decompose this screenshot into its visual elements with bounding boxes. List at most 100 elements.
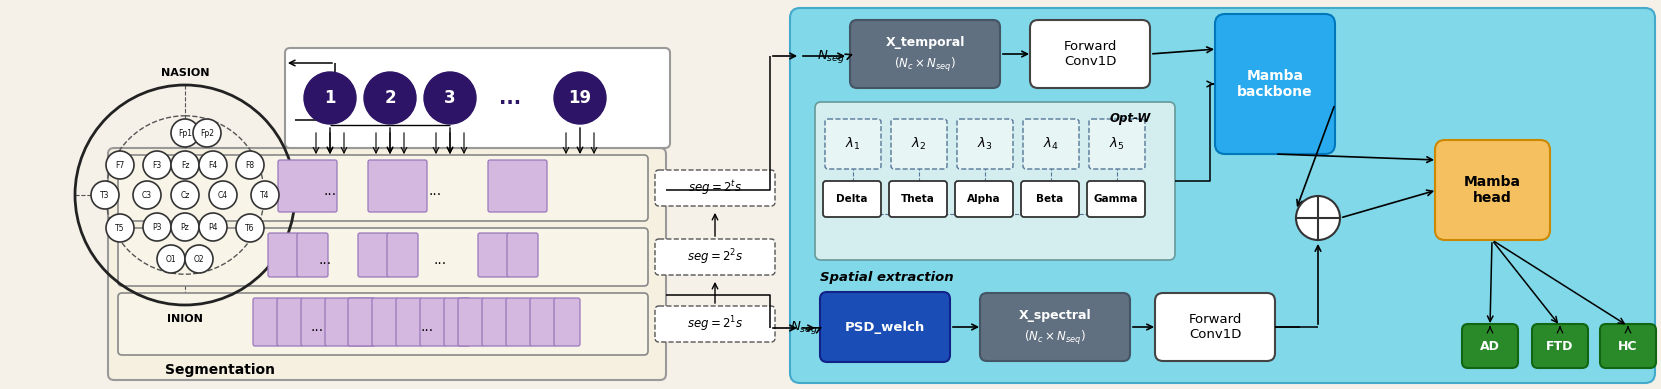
FancyBboxPatch shape [507, 233, 538, 277]
Circle shape [199, 151, 228, 179]
Circle shape [199, 213, 228, 241]
Text: T4: T4 [261, 191, 269, 200]
Text: T5: T5 [115, 224, 125, 233]
Text: Pz: Pz [181, 223, 189, 231]
FancyBboxPatch shape [326, 298, 350, 346]
Text: Delta: Delta [835, 194, 867, 204]
Text: Opt-W: Opt-W [1110, 112, 1151, 124]
Text: $\lambda_5$: $\lambda_5$ [1110, 136, 1124, 152]
Circle shape [171, 119, 199, 147]
Circle shape [171, 213, 199, 241]
Text: ...: ... [498, 89, 522, 107]
Text: Cz: Cz [181, 191, 189, 200]
Circle shape [209, 181, 238, 209]
FancyBboxPatch shape [826, 119, 880, 169]
Text: ...: ... [319, 253, 332, 267]
Circle shape [193, 119, 221, 147]
Text: 1: 1 [324, 89, 336, 107]
FancyBboxPatch shape [286, 48, 669, 148]
Text: 3: 3 [443, 89, 455, 107]
Text: $N_{seg}$: $N_{seg}$ [817, 47, 845, 65]
Text: F3: F3 [153, 161, 161, 170]
FancyBboxPatch shape [118, 155, 648, 221]
Text: $(N_c \times N_{seq})$: $(N_c \times N_{seq})$ [1025, 329, 1086, 347]
Circle shape [171, 181, 199, 209]
FancyBboxPatch shape [957, 119, 1013, 169]
Circle shape [143, 151, 171, 179]
Text: C4: C4 [218, 191, 228, 200]
Text: ...: ... [429, 184, 442, 198]
FancyBboxPatch shape [654, 170, 776, 206]
FancyBboxPatch shape [372, 298, 399, 346]
Text: $\lambda_3$: $\lambda_3$ [977, 136, 993, 152]
Text: Spatial extraction: Spatial extraction [821, 272, 953, 284]
FancyBboxPatch shape [369, 160, 427, 212]
Text: Theta: Theta [900, 194, 935, 204]
Ellipse shape [364, 72, 415, 124]
Text: T6: T6 [246, 224, 254, 233]
FancyBboxPatch shape [387, 233, 419, 277]
Text: $(N_c \times N_{seq})$: $(N_c \times N_{seq})$ [894, 56, 957, 74]
FancyBboxPatch shape [1023, 119, 1080, 169]
Text: X_temporal: X_temporal [885, 35, 965, 49]
Circle shape [91, 181, 120, 209]
FancyBboxPatch shape [478, 233, 508, 277]
FancyBboxPatch shape [1214, 14, 1335, 154]
FancyBboxPatch shape [890, 119, 947, 169]
Circle shape [143, 213, 171, 241]
Ellipse shape [424, 72, 477, 124]
FancyBboxPatch shape [507, 298, 532, 346]
Text: 2: 2 [384, 89, 395, 107]
Circle shape [171, 151, 199, 179]
FancyBboxPatch shape [1090, 119, 1144, 169]
Text: T3: T3 [100, 191, 110, 200]
Text: Forward
Conv1D: Forward Conv1D [1063, 40, 1116, 68]
Text: Fp1: Fp1 [178, 128, 193, 137]
FancyBboxPatch shape [277, 298, 302, 346]
Circle shape [133, 181, 161, 209]
Text: $seg = 2^{t}s$: $seg = 2^{t}s$ [688, 179, 742, 197]
FancyBboxPatch shape [1435, 140, 1550, 240]
Text: $seg = 2^{1}s$: $seg = 2^{1}s$ [688, 314, 742, 334]
Text: Mamba
backbone: Mamba backbone [1237, 69, 1312, 99]
FancyBboxPatch shape [1600, 324, 1656, 368]
Circle shape [158, 245, 184, 273]
Text: F8: F8 [246, 161, 254, 170]
Text: Forward
Conv1D: Forward Conv1D [1188, 313, 1242, 341]
Text: $\lambda_1$: $\lambda_1$ [845, 136, 860, 152]
FancyBboxPatch shape [482, 298, 508, 346]
FancyBboxPatch shape [1086, 181, 1144, 217]
FancyBboxPatch shape [359, 233, 389, 277]
Text: Mamba
head: Mamba head [1463, 175, 1520, 205]
Text: C3: C3 [141, 191, 153, 200]
FancyBboxPatch shape [1154, 293, 1276, 361]
FancyBboxPatch shape [1030, 20, 1149, 88]
Text: Segmentation: Segmentation [164, 363, 276, 377]
FancyBboxPatch shape [118, 228, 648, 286]
Circle shape [184, 245, 213, 273]
FancyBboxPatch shape [822, 181, 880, 217]
Text: $N_{seg}$: $N_{seg}$ [791, 319, 817, 336]
Text: INION: INION [168, 314, 203, 324]
FancyBboxPatch shape [654, 239, 776, 275]
Text: FTD: FTD [1546, 340, 1573, 352]
FancyBboxPatch shape [821, 292, 950, 362]
Ellipse shape [555, 72, 606, 124]
FancyBboxPatch shape [791, 8, 1654, 383]
FancyBboxPatch shape [555, 298, 580, 346]
Text: O2: O2 [194, 254, 204, 263]
FancyBboxPatch shape [349, 298, 374, 346]
Text: PSD_welch: PSD_welch [845, 321, 925, 333]
FancyBboxPatch shape [297, 233, 327, 277]
FancyBboxPatch shape [252, 298, 279, 346]
Text: O1: O1 [166, 254, 176, 263]
Text: $seg = 2^{2}s$: $seg = 2^{2}s$ [688, 247, 742, 267]
FancyBboxPatch shape [108, 148, 666, 380]
FancyBboxPatch shape [816, 102, 1174, 260]
FancyBboxPatch shape [277, 160, 337, 212]
FancyBboxPatch shape [850, 20, 1000, 88]
Text: Gamma: Gamma [1093, 194, 1138, 204]
Text: 19: 19 [568, 89, 591, 107]
Circle shape [251, 181, 279, 209]
FancyBboxPatch shape [955, 181, 1013, 217]
